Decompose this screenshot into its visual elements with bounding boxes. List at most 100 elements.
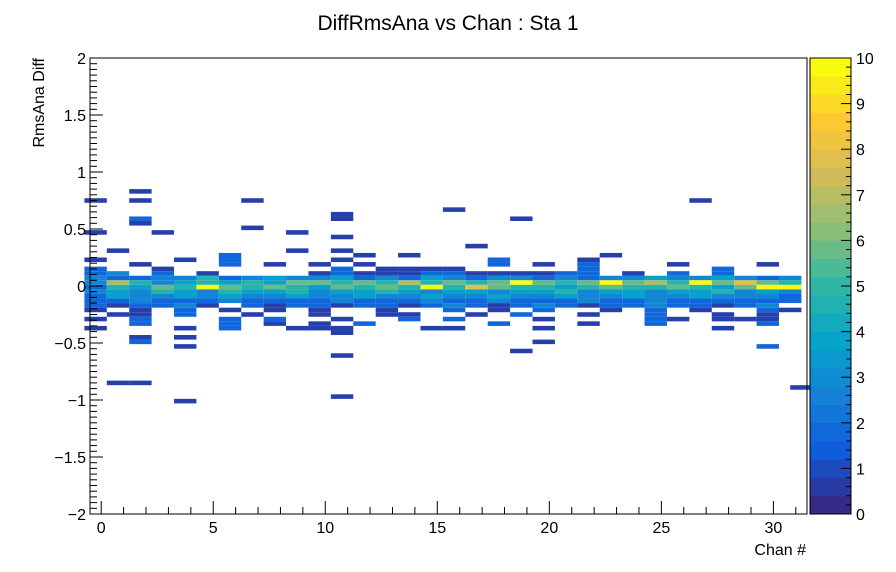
heatmap-cell [778,293,802,299]
heatmap-cell [218,325,242,331]
heatmap-cell [532,262,555,267]
y-tick-label: −1.5 [54,450,86,467]
heatmap-cell [465,284,488,290]
heatmap-cell [286,275,309,281]
heatmap-cell [756,307,779,313]
heatmap-cell [487,284,511,290]
heatmap-cell [398,284,421,290]
heatmap-cell [151,293,175,299]
heatmap-cell [353,303,376,308]
heatmap-cell [756,321,779,326]
heatmap-cell [711,325,735,331]
y-tick-label: 1.5 [64,108,86,125]
heatmap-cell [84,303,107,308]
heatmap-cell [129,335,152,340]
colorbar-tick-label: 3 [856,370,865,387]
heatmap-cell [622,284,645,290]
colorbar-band [810,422,851,442]
heatmap-cell [711,298,735,304]
heatmap-cell [353,275,376,281]
y-tick-label: 0.5 [64,222,86,239]
colorbar-tick-label: 1 [856,461,865,478]
heatmap-cell [330,266,354,272]
heatmap-cell [151,289,175,294]
heatmap-cell [241,303,264,308]
heatmap-cell [241,225,264,231]
heatmap-cell [554,303,578,308]
heatmap-cell [308,275,331,281]
colorbar-tick-label: 4 [856,325,865,342]
heatmap-cell [286,280,309,285]
heatmap-cell [510,348,533,354]
heatmap-cell [84,275,107,281]
heatmap-cell [577,262,600,267]
heatmap-cell [689,289,712,294]
heatmap-cell [599,307,623,313]
heatmap-cell [286,284,309,290]
heatmap-cell [174,307,197,313]
heatmap-cell [666,289,690,294]
colorbar-tick-label: 5 [856,279,865,296]
heatmap-cell [442,298,466,304]
heatmap-cell [622,271,645,276]
colorbar-band [810,76,851,95]
heatmap-cell [129,339,152,345]
heatmap-cell [577,298,600,304]
heatmap-cell [711,284,735,290]
heatmap-cell [286,325,309,331]
x-tick-label: 30 [764,520,782,537]
heatmap-cell [129,275,152,281]
heatmap-cell [734,316,757,322]
heatmap-cell [756,293,779,299]
y-axis: −2 −1.5 −1 −0.5 0 0.5 1 1.5 2 [54,51,103,524]
heatmap-cell [442,307,466,313]
heatmap-cell [420,303,443,308]
heatmap-cell [778,284,802,290]
heatmap-cell [151,298,175,304]
heatmap-cell [734,298,757,304]
heatmap-cell [196,275,219,281]
colorbar-tick-label: 0 [856,507,865,524]
heatmap-cell [330,325,354,331]
heatmap-cell [689,303,712,308]
heatmap-cell [308,325,331,331]
heatmap-cell [666,316,690,322]
x-tick-label: 5 [209,520,218,537]
heatmap-cell [308,312,331,317]
heatmap-cell [577,289,600,294]
colorbar-tick-label: 7 [856,188,865,205]
heatmap-cell [330,280,354,285]
heatmap-cell [398,312,421,317]
heatmap-cell [286,303,309,308]
heatmap-cell [106,289,130,294]
heatmap-cell [84,298,107,304]
colorbar-band [810,495,851,515]
heatmap-cell [790,385,813,390]
heatmap-cell [689,293,712,299]
heatmap-cell [330,293,354,299]
heatmap-cell [420,298,443,304]
heatmap-cell [263,316,287,322]
heatmap-cell [308,303,331,308]
heatmap-cell [241,293,264,299]
heatmap-cell [487,289,511,294]
heatmap-cell [330,257,354,263]
heatmap-cell [286,293,309,299]
heatmap-cells [84,189,813,404]
heatmap-cell [510,275,533,281]
heatmap-cell [196,303,219,308]
colorbar-band [810,167,851,186]
heatmap-cell [465,303,488,308]
heatmap-cell [398,298,421,304]
y-tick-label: −1 [68,393,86,410]
heatmap-cell [734,284,757,290]
heatmap-cell [420,280,443,285]
heatmap-cell [711,271,735,276]
heatmap-cell [218,262,242,267]
heatmap-cell [510,216,533,222]
heatmap-cell [756,298,779,304]
heatmap-cell [465,298,488,304]
heatmap-cell [756,280,779,285]
heatmap-cell [330,316,354,322]
